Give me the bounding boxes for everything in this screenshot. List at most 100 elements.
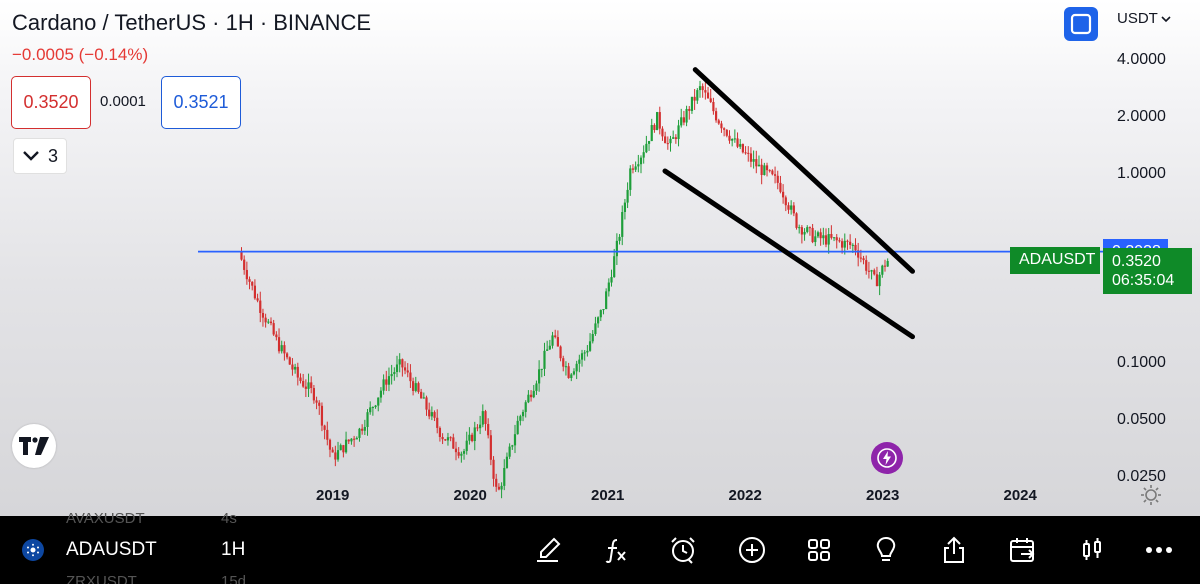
candle-body: [645, 143, 648, 153]
candle-body: [653, 125, 656, 131]
candle-body: [613, 256, 616, 278]
more-dots-icon: [1146, 547, 1172, 553]
indicators-button[interactable]: [600, 534, 632, 566]
buy-price-button[interactable]: 0.3521: [161, 76, 241, 129]
candle-body: [583, 352, 586, 354]
candle-body: [369, 407, 372, 413]
add-button[interactable]: [736, 534, 768, 566]
candle-body: [621, 212, 624, 237]
share-button[interactable]: [938, 534, 970, 566]
candle-body: [658, 112, 661, 129]
candle-body: [741, 144, 744, 153]
more-button[interactable]: [1143, 534, 1175, 566]
candle-body: [773, 174, 777, 176]
candle-body: [792, 205, 795, 214]
candle-body: [366, 412, 369, 427]
candle-body: [867, 270, 871, 272]
candle-body: [272, 323, 275, 335]
candles-icon: [1083, 538, 1101, 560]
candle-body: [342, 445, 345, 453]
candle-body: [551, 335, 554, 346]
candle-body: [508, 446, 511, 457]
price-tick-label: 2.0000: [1117, 108, 1166, 125]
candle-body: [318, 402, 321, 406]
indicators-toggle-button[interactable]: 3: [13, 138, 67, 174]
candle-body: [393, 372, 396, 375]
candle-body: [398, 359, 401, 365]
drawing-tools-button[interactable]: [532, 534, 564, 566]
candle-body: [870, 270, 873, 272]
price-tick-label: 0.1000: [1117, 354, 1166, 372]
candle-body: [468, 434, 471, 441]
interval-selector[interactable]: 1H: [221, 539, 246, 560]
grid-icon: [808, 539, 830, 561]
candle-body: [414, 383, 417, 391]
time-tick-label: 2024: [1003, 487, 1037, 504]
symbol-selector[interactable]: ADAUSDT: [66, 539, 157, 560]
candle-body: [647, 141, 651, 144]
candle-body: [310, 382, 313, 389]
candle-body: [798, 227, 801, 229]
candle-body: [725, 129, 728, 136]
candle-body: [666, 143, 669, 145]
candle-body: [733, 138, 736, 140]
candle-body: [444, 439, 447, 441]
candle-body: [334, 452, 337, 460]
candle-body: [607, 282, 610, 292]
alert-button[interactable]: [667, 534, 699, 566]
lightning-button[interactable]: [871, 442, 903, 474]
chart-title[interactable]: Cardano / TetherUS · 1H · BINANCE: [12, 10, 372, 35]
candle-body: [682, 117, 686, 123]
candle-body: [454, 448, 458, 453]
candle-body: [704, 90, 707, 93]
candle-body: [546, 349, 549, 351]
candle-body: [452, 437, 455, 449]
ideas-button[interactable]: [870, 534, 902, 566]
candle-body: [460, 453, 463, 456]
tradingview-logo[interactable]: [12, 424, 56, 468]
replay-button[interactable]: [1007, 534, 1039, 566]
candle-body: [857, 250, 860, 258]
function-icon: [605, 539, 626, 563]
candle-body: [717, 120, 720, 124]
candle-body: [808, 227, 812, 229]
currency-value: USDT: [1117, 10, 1158, 27]
candle-body: [771, 170, 774, 175]
candle-body: [588, 341, 592, 351]
candle-body: [524, 402, 527, 412]
time-tick-label: 2021: [591, 487, 625, 504]
candle-body: [291, 364, 294, 370]
chart-area[interactable]: Cardano / TetherUS · 1H · BINANCE −0.000…: [0, 0, 1200, 516]
candle-body: [570, 374, 573, 379]
price-chart[interactable]: [0, 0, 1200, 516]
candle-body: [575, 363, 578, 372]
candle-body: [806, 227, 809, 232]
candle-body: [385, 379, 388, 385]
share-icon: [944, 536, 964, 563]
brightness-icon[interactable]: [1140, 484, 1162, 506]
candle-body: [425, 397, 428, 410]
candle-body: [685, 108, 688, 123]
candle-body: [243, 259, 246, 270]
candle-body: [586, 350, 589, 353]
candle-body: [814, 236, 817, 243]
candle-body: [859, 257, 862, 259]
sell-price-button[interactable]: 0.3520: [11, 76, 91, 129]
currency-select[interactable]: USDT: [1117, 10, 1171, 27]
chart-type-button[interactable]: [1076, 534, 1108, 566]
candle-body: [782, 191, 785, 198]
candle-body: [253, 285, 257, 299]
candle-body: [693, 96, 696, 101]
candle-body: [387, 376, 391, 385]
candle-body: [428, 409, 431, 417]
candle-body: [824, 235, 828, 245]
candle-body: [382, 379, 385, 391]
candle-body: [422, 397, 425, 399]
candle-body: [503, 467, 506, 486]
layout-button[interactable]: [803, 534, 835, 566]
candle-body: [489, 435, 492, 460]
fullscreen-button[interactable]: [1064, 7, 1098, 41]
candle-body: [433, 412, 436, 418]
watchlist-prev-symbol: AVAXUSDT: [66, 510, 145, 527]
candle-body: [664, 136, 667, 144]
